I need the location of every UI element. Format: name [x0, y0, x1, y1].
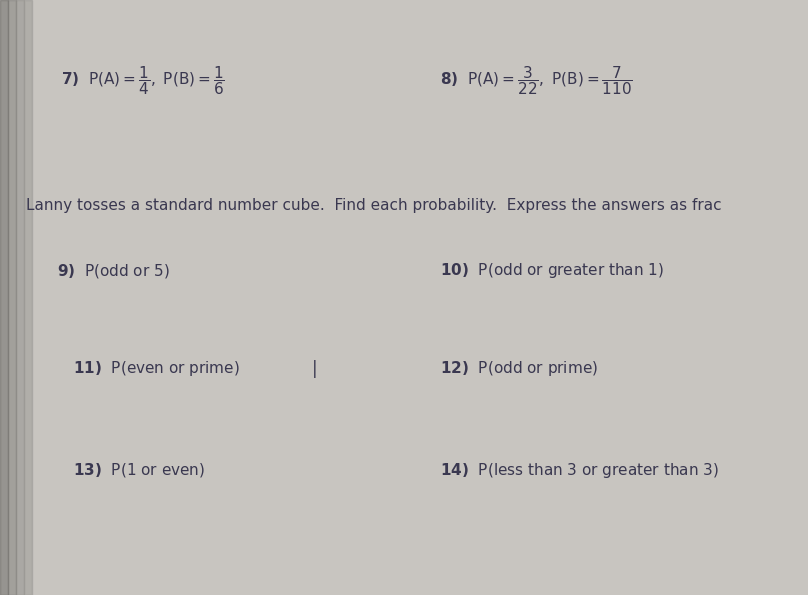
Text: $\mathbf{10)}$  P(odd or greater than 1): $\mathbf{10)}$ P(odd or greater than 1) — [440, 261, 664, 280]
Text: $\mathbf{12)}$  P(odd or prime): $\mathbf{12)}$ P(odd or prime) — [440, 359, 599, 378]
Text: $|$: $|$ — [311, 358, 317, 380]
Text: Lanny tosses a standard number cube.  Find each probability.  Express the answer: Lanny tosses a standard number cube. Fin… — [26, 198, 722, 213]
Bar — [8, 0, 16, 595]
Text: $\mathbf{8)}$  $\rm{P(A) = \dfrac{3}{22}}$$\rm{,\ P(B) = \dfrac{7}{110}}$: $\mathbf{8)}$ $\rm{P(A) = \dfrac{3}{22}}… — [440, 64, 633, 97]
Bar — [0, 0, 8, 595]
Text: $\mathbf{14)}$  P(less than 3 or greater than 3): $\mathbf{14)}$ P(less than 3 or greater … — [440, 461, 719, 480]
Text: $\mathbf{13)}$  P(1 or even): $\mathbf{13)}$ P(1 or even) — [73, 461, 204, 479]
Bar — [0, 0, 32, 595]
Text: $\mathbf{7)}$  $\rm{P(A) = \dfrac{1}{4}}$$\rm{,\ P(B) = \dfrac{1}{6}}$: $\mathbf{7)}$ $\rm{P(A) = \dfrac{1}{4}}$… — [61, 64, 225, 97]
Text: $\mathbf{11)}$  P(even or prime): $\mathbf{11)}$ P(even or prime) — [73, 359, 239, 378]
Bar — [24, 0, 32, 595]
Bar — [16, 0, 24, 595]
Text: $\mathbf{9)}$  P(odd or 5): $\mathbf{9)}$ P(odd or 5) — [57, 262, 169, 280]
